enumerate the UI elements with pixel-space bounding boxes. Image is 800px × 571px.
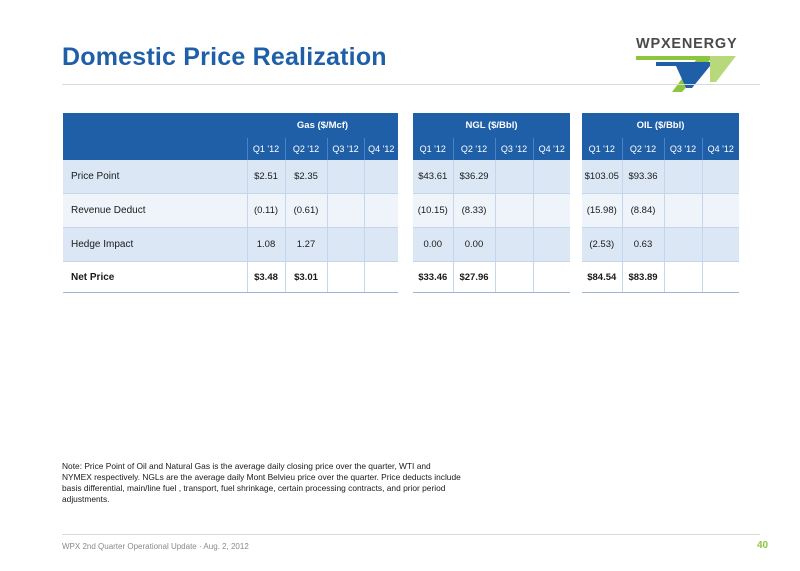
header-blank <box>63 113 247 138</box>
table-cell <box>663 227 702 262</box>
ngl-price-table: NGL ($/Bbl) Q1 '12 Q2 '12 Q3 '12 Q4 '12 … <box>413 113 570 293</box>
table-cell: $2.35 <box>284 160 327 194</box>
quarter-header: Q2 '12 <box>452 138 495 160</box>
table-row: Hedge Impact 1.08 1.27 <box>63 227 398 262</box>
group-header-gas: Gas ($/Mcf) <box>247 113 398 138</box>
table-cell: $3.48 <box>246 261 285 293</box>
table-cell <box>363 193 398 228</box>
table-cell <box>663 160 702 194</box>
table-cell: $84.54 <box>582 261 622 293</box>
table-cell: (2.53) <box>582 227 622 262</box>
table-cell <box>363 261 398 293</box>
quarter-header: Q1 '12 <box>246 138 285 160</box>
table-cell <box>494 193 533 228</box>
quarter-header: Q3 '12 <box>494 138 533 160</box>
table-cell: $43.61 <box>413 160 453 194</box>
table-cell <box>494 160 533 194</box>
table-cell <box>494 261 533 293</box>
table-cell: (0.11) <box>246 193 285 228</box>
oil-price-table: OIL ($/Bbl) Q1 '12 Q2 '12 Q3 '12 Q4 '12 … <box>582 113 739 293</box>
group-header-ngl: NGL ($/Bbl) <box>413 113 570 138</box>
table-cell: $103.05 <box>582 160 622 194</box>
table-cell: $2.51 <box>246 160 285 194</box>
table-row: 0.00 0.00 <box>413 227 570 262</box>
table-cell <box>532 160 570 194</box>
table-cell: $27.96 <box>452 261 495 293</box>
table-row: Price Point $2.51 $2.35 <box>63 160 398 194</box>
quarter-header: Q1 '12 <box>582 138 622 160</box>
table-row: $43.61 $36.29 <box>413 160 570 194</box>
quarter-header: Q4 '12 <box>701 138 739 160</box>
slide-title: Domestic Price Realization <box>62 43 387 71</box>
table-row: (10.15) (8.33) <box>413 193 570 228</box>
table-cell <box>326 227 364 262</box>
quarter-header: Q4 '12 <box>532 138 570 160</box>
table-cell <box>663 261 702 293</box>
table-cell: $93.36 <box>621 160 664 194</box>
group-header-oil: OIL ($/Bbl) <box>582 113 739 138</box>
table-cell: (10.15) <box>413 193 453 228</box>
table-cell: $36.29 <box>452 160 495 194</box>
quarter-header: Q4 '12 <box>363 138 398 160</box>
quarter-header: Q3 '12 <box>663 138 702 160</box>
quarter-header: Q3 '12 <box>326 138 364 160</box>
table-cell: $83.89 <box>621 261 664 293</box>
table-cell <box>701 193 739 228</box>
table-cell <box>532 193 570 228</box>
table-cell <box>701 261 739 293</box>
table-row: $103.05 $93.36 <box>582 160 739 194</box>
gas-price-table: Gas ($/Mcf) Q1 '12 Q2 '12 Q3 '12 Q4 '12 … <box>63 113 398 293</box>
table-cell: 0.63 <box>621 227 664 262</box>
table-cell: (15.98) <box>582 193 622 228</box>
table-row: (2.53) 0.63 <box>582 227 739 262</box>
table-cell: (8.33) <box>452 193 495 228</box>
table-cell <box>363 160 398 194</box>
row-label: Revenue Deduct <box>63 193 247 228</box>
table-cell <box>326 261 364 293</box>
table-row: (15.98) (8.84) <box>582 193 739 228</box>
table-cell <box>494 227 533 262</box>
logo-swoosh-icon <box>636 56 736 92</box>
row-label: Price Point <box>63 160 247 194</box>
table-cell <box>326 193 364 228</box>
header-blank <box>63 138 247 160</box>
quarter-header: Q1 '12 <box>413 138 453 160</box>
table-cell <box>326 160 364 194</box>
row-label: Hedge Impact <box>63 227 247 262</box>
footer-rule <box>62 534 760 535</box>
logo-wordmark: WPXENERGY <box>636 36 738 52</box>
table-row: Net Price $3.48 $3.01 <box>63 261 398 293</box>
row-label: Net Price <box>63 261 247 293</box>
page-number: 40 <box>757 540 769 551</box>
table-row: $33.46 $27.96 <box>413 261 570 293</box>
table-cell <box>532 227 570 262</box>
table-cell: 1.08 <box>246 227 285 262</box>
table-cell: 0.00 <box>413 227 453 262</box>
quarter-header: Q2 '12 <box>284 138 327 160</box>
footnote: Note: Price Point of Oil and Natural Gas… <box>62 461 461 504</box>
table-cell <box>701 160 739 194</box>
table-row: $84.54 $83.89 <box>582 261 739 293</box>
quarter-header: Q2 '12 <box>621 138 664 160</box>
table-cell <box>532 261 570 293</box>
table-cell: $33.46 <box>413 261 453 293</box>
table-cell: (0.61) <box>284 193 327 228</box>
table-cell: 1.27 <box>284 227 327 262</box>
table-row: Revenue Deduct (0.11) (0.61) <box>63 193 398 228</box>
table-cell <box>701 227 739 262</box>
footer-text: WPX 2nd Quarter Operational Update · Aug… <box>62 542 249 551</box>
table-cell: 0.00 <box>452 227 495 262</box>
table-cell: $3.01 <box>284 261 327 293</box>
table-cell: (8.84) <box>621 193 664 228</box>
table-cell <box>663 193 702 228</box>
table-cell <box>363 227 398 262</box>
title-rule <box>62 84 760 85</box>
